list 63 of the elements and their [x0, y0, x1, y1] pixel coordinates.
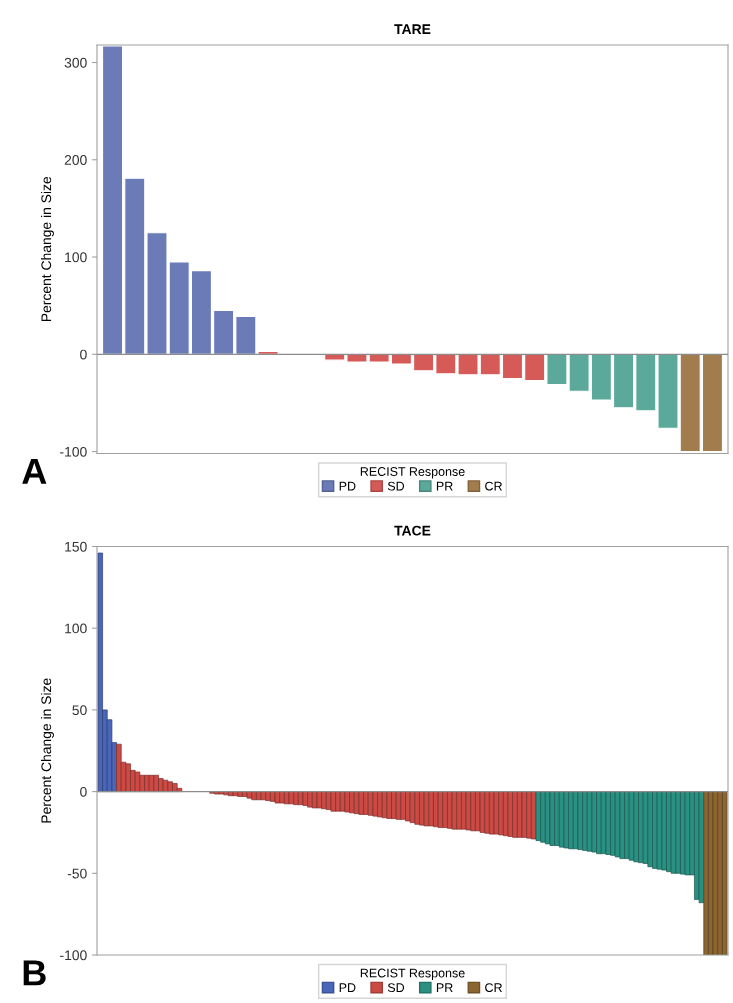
y-tick-label: 200	[64, 155, 87, 165]
bar	[414, 791, 420, 825]
bar	[493, 791, 500, 835]
bar	[344, 791, 350, 813]
bar	[521, 791, 528, 838]
bar	[437, 791, 444, 828]
y-tick-label: -100	[60, 446, 87, 457]
y-tick-label: -50	[67, 868, 87, 879]
y-tick-label: 100	[65, 252, 87, 263]
bar	[647, 791, 653, 868]
text: A	[22, 458, 47, 484]
chart-title: TACE	[394, 525, 431, 536]
legend-label: SD	[387, 983, 405, 993]
y-tick-label: 100	[65, 623, 87, 634]
bar	[619, 791, 625, 859]
bar	[549, 791, 555, 846]
bar	[703, 791, 709, 955]
bar	[661, 791, 667, 871]
bar	[386, 791, 392, 819]
bar	[605, 791, 611, 855]
chart-title: TARE	[394, 24, 431, 34]
legend-title: RECIST Response	[360, 968, 465, 980]
legend-label: PR	[436, 481, 453, 491]
y-tick-label: 0	[80, 786, 87, 797]
bar	[633, 791, 639, 863]
y-tick-label: 150	[65, 541, 87, 552]
bar	[465, 791, 472, 831]
bar	[507, 791, 514, 837]
legend-label: CR	[485, 481, 502, 491]
bar	[535, 791, 542, 841]
y-tick-label: -100	[60, 950, 87, 961]
bar	[400, 791, 406, 820]
text: B	[23, 960, 46, 986]
bar	[358, 791, 364, 815]
legend-label: PR	[436, 983, 453, 992]
bar	[372, 791, 378, 817]
bar	[670, 791, 677, 874]
bar	[698, 791, 705, 904]
bar	[316, 791, 322, 809]
bar	[288, 791, 295, 805]
legend-title: RECIST Response	[360, 467, 465, 479]
legend-label: SD	[387, 481, 405, 491]
bar	[479, 791, 486, 833]
bar	[684, 791, 691, 876]
y-tick-label: 300	[64, 57, 87, 68]
bar	[218, 791, 225, 795]
legend-label: PD	[339, 983, 356, 992]
bar	[451, 791, 458, 830]
bar	[330, 791, 336, 812]
bar	[428, 791, 434, 827]
y-tick-label: 0	[80, 349, 87, 360]
bar	[712, 791, 719, 955]
bar	[591, 791, 597, 853]
legend-label: PD	[339, 481, 356, 491]
legend-label: CR	[485, 983, 502, 993]
bar	[563, 791, 569, 849]
y-axis-title: Percent Change in Size	[40, 678, 54, 823]
y-tick-label: 50	[72, 705, 87, 716]
bar	[577, 791, 583, 850]
bar	[274, 791, 281, 804]
y-axis-title: Percent Change in Size	[40, 176, 54, 322]
bar	[246, 791, 253, 799]
bar	[302, 791, 308, 806]
